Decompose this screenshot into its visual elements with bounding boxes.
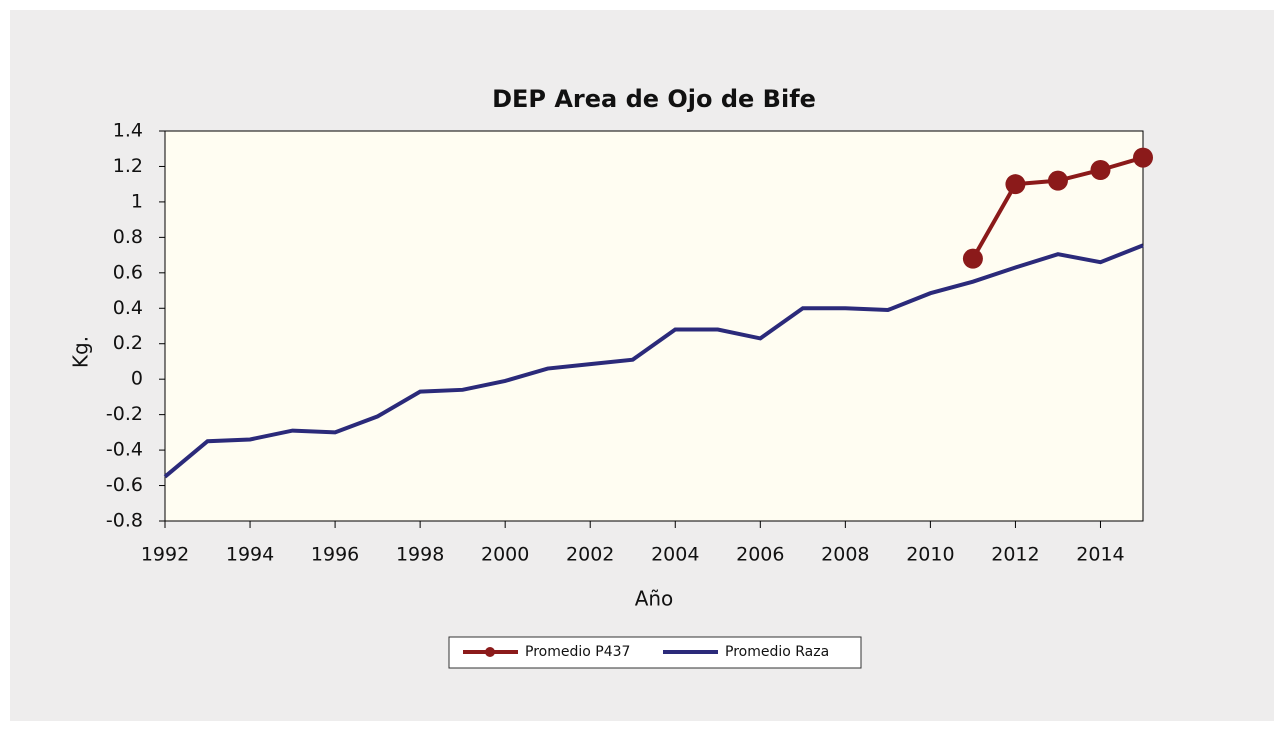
legend-label: Promedio Raza — [725, 644, 829, 660]
y-tick-label: 0.8 — [113, 226, 143, 248]
x-tick-label: 2010 — [906, 544, 954, 566]
y-tick-label: 0.6 — [113, 261, 143, 283]
y-tick-label: -0.8 — [106, 510, 143, 532]
x-tick-label: 2002 — [566, 544, 614, 566]
y-tick-label: -0.4 — [106, 439, 143, 461]
plot-area — [164, 130, 1144, 522]
chart-title: DEP Area de Ojo de Bife — [492, 85, 816, 113]
legend-label: Promedio P437 — [525, 644, 630, 660]
marker — [1047, 170, 1068, 191]
y-tick-label: 0.4 — [113, 297, 143, 319]
x-tick-label: 2012 — [991, 544, 1039, 566]
x-tick-label: 2006 — [736, 544, 784, 566]
legend-marker — [485, 647, 495, 657]
y-axis-label: Kg. — [69, 336, 93, 368]
marker — [1090, 160, 1111, 180]
x-tick-label: 2008 — [821, 544, 869, 566]
y-tick-label: 1.4 — [113, 120, 143, 142]
x-axis-label: Año — [635, 587, 674, 611]
x-tick-label: 1994 — [226, 544, 274, 566]
y-tick-label: 0 — [131, 368, 143, 390]
y-tick-label: 0.2 — [113, 332, 143, 354]
marker — [1133, 147, 1153, 168]
x-tick-label: 1996 — [311, 544, 359, 566]
line — [163, 243, 1144, 479]
x-tick-label: 1992 — [141, 544, 189, 566]
x-tick-label: 1998 — [396, 544, 444, 566]
y-tick-label: -0.2 — [106, 403, 143, 425]
x-tick-label: 2014 — [1076, 544, 1124, 566]
y-tick-label: -0.6 — [106, 474, 143, 496]
marker — [962, 248, 983, 269]
x-tick-label: 2004 — [651, 544, 699, 566]
x-tick-label: 2000 — [481, 544, 529, 566]
y-tick-label: 1.2 — [113, 155, 143, 177]
y-tick-label: 1 — [131, 190, 143, 212]
marker — [1005, 174, 1026, 195]
